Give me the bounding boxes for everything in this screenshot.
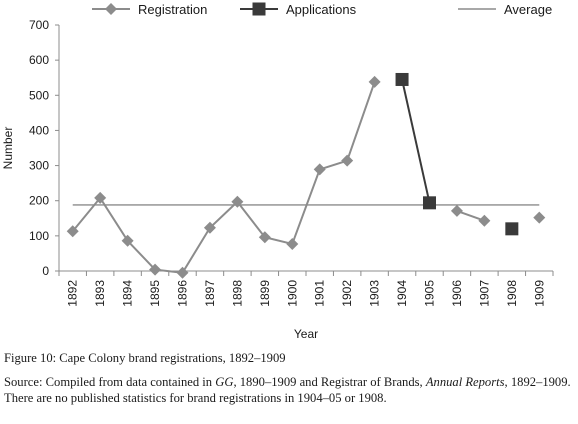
x-tick-label: 1898 [230,280,244,307]
x-tick-label: 1902 [340,280,354,307]
chart-legend: Registration Applications Average [92,2,552,17]
registration-line [71,81,376,274]
x-tick-label: 1903 [368,280,382,307]
x-tick-label: 1894 [121,280,135,307]
legend-square-marker [252,2,266,16]
legend-label: Registration [138,2,207,17]
legend-item-average: Average [458,2,552,17]
x-tick-label: 1905 [423,280,437,307]
legend-label: Applications [286,2,357,17]
source-tail: , 1892–1909. There are no published stat… [4,375,571,405]
x-tick-label: 1901 [313,280,327,307]
y-tick-label: 500 [29,88,49,102]
registration-point [66,225,79,238]
y-ticks: 0 100 200 300 400 500 600 700 [29,18,59,278]
figure-caption: Figure 10: Cape Colony brand registratio… [4,351,286,365]
registration-point [258,231,271,244]
registration-point [231,195,244,208]
registration-point [121,234,134,247]
series-markers [66,72,546,279]
source-lead: Source: Compiled from data contained in [4,375,216,389]
x-tick-label: 1909 [532,280,546,307]
registration-point [450,204,463,217]
y-tick-label: 300 [29,159,49,173]
applications-point [505,222,519,236]
x-axis-title: Year [294,327,318,341]
source-reports: Annual Reports [425,375,505,389]
y-tick-label: 0 [42,264,49,278]
line-chart: Registration Applications Average Number Y… [1,2,554,341]
source-mid: , 1890–1909 and Registrar of Brands, [233,375,426,389]
registration-line [456,209,485,222]
registration-point [368,75,381,88]
registration-point [478,214,491,227]
y-tick-label: 400 [29,123,49,137]
registration-point [313,163,326,176]
x-tick-label: 1895 [148,280,162,307]
registration-point [149,263,162,276]
registration-point [341,154,354,167]
y-tick-label: 700 [29,18,49,32]
x-ticks: 1892 1893 1894 1895 1896 1897 1898 1899 1900 1901… [58,271,554,307]
x-tick-label: 1896 [176,280,190,307]
x-tick-label: 1900 [285,280,299,307]
x-tick-label: 1906 [450,280,464,307]
y-tick-label: 100 [29,229,49,243]
y-tick-label: 600 [29,53,49,67]
y-tick-label: 200 [29,194,49,208]
source-gg: GG [215,375,234,389]
x-tick-label: 1904 [395,280,409,307]
x-tick-label: 1899 [258,280,272,307]
registration-point [286,237,299,250]
x-tick-label: 1892 [66,280,80,307]
source-note: Source: Compiled from data contained in … [4,374,574,406]
series-lines [71,79,540,274]
legend-item-registration: Registration [92,2,207,17]
x-tick-label: 1907 [477,280,491,307]
registration-point [533,211,546,224]
applications-point [395,72,409,86]
x-tick-label: 1897 [203,280,217,307]
x-tick-label: 1908 [505,280,519,307]
registration-point [94,191,107,204]
applications-line [401,79,431,204]
y-axis-title: Number [1,127,15,170]
registration-point [203,221,216,234]
registration-point [176,266,189,279]
legend-label: Average [504,2,552,17]
x-tick-label: 1893 [93,280,107,307]
legend-item-applications: Applications [240,2,357,17]
chart-axes: Number Year [1,25,553,341]
applications-point [423,196,436,210]
legend-diamond-marker [105,3,117,15]
